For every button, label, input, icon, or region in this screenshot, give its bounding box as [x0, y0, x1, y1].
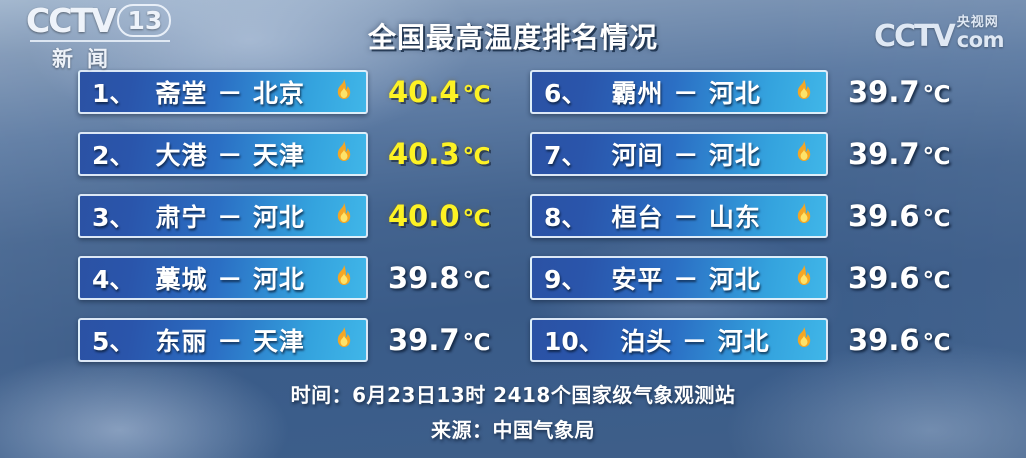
temperature-value: 39.7 ℃ — [848, 137, 950, 171]
rank-number: 6、 — [544, 79, 587, 108]
rank-number: 2、 — [92, 141, 135, 170]
table-row: 6、 霸州 － 河北 39.7 ℃ — [530, 69, 950, 115]
location-label: 霸州 － 河北 — [611, 79, 761, 108]
ranking-table: 1、 斋堂 － 北京 40.4 ℃ 2、 大港 － 天津 40.3 ℃ — [0, 69, 1026, 362]
temperature-unit: ℃ — [922, 330, 951, 356]
fire-icon — [792, 326, 816, 354]
location-label: 泊头 － 河北 — [620, 327, 770, 356]
temperature-value: 39.6 ℃ — [848, 261, 950, 295]
location-label: 东丽 － 天津 — [155, 327, 305, 356]
fire-icon — [792, 202, 816, 230]
cctv13-logo-row: CCTV 13 — [26, 4, 216, 38]
rank-number: 10、 — [544, 327, 604, 356]
temperature-value: 39.7 ℃ — [388, 323, 490, 357]
fire-icon — [792, 78, 816, 106]
cctv-watermark-domain: com — [956, 28, 1005, 52]
temperature-number: 39.6 — [848, 261, 920, 295]
rank-number: 7、 — [544, 141, 587, 170]
cctv-com-watermark: CCTV 央视网 com — [874, 8, 1004, 52]
footer-source: 来源：中国气象局 — [431, 418, 595, 442]
rank-number: 4、 — [92, 265, 135, 294]
table-row: 9、 安平 － 河北 39.6 ℃ — [530, 255, 950, 301]
temperature-unit: ℃ — [462, 268, 491, 294]
rank-number: 9、 — [544, 265, 587, 294]
rank-badge: 2、 大港 － 天津 — [78, 132, 368, 176]
rank-number: 3、 — [92, 203, 135, 232]
rank-badge: 1、 斋堂 － 北京 — [78, 70, 368, 114]
temperature-number: 39.7 — [848, 75, 920, 109]
rank-badge: 6、 霸州 － 河北 — [530, 70, 828, 114]
table-row: 4、 藁城 － 河北 39.8 ℃ — [78, 255, 490, 301]
cctv-watermark-cn-name: 央视网 — [956, 15, 999, 30]
table-row: 1、 斋堂 － 北京 40.4 ℃ — [78, 69, 490, 115]
table-row: 3、 肃宁 － 河北 40.0 ℃ — [78, 193, 490, 239]
temperature-value: 39.6 ℃ — [848, 199, 950, 233]
rank-number: 1、 — [92, 79, 135, 108]
table-row: 5、 东丽 － 天津 39.7 ℃ — [78, 317, 490, 363]
rank-number: 8、 — [544, 203, 587, 232]
page-title: 全国最高温度排名情况 — [367, 21, 658, 54]
location-label: 斋堂 － 北京 — [155, 79, 305, 108]
temperature-unit: ℃ — [922, 268, 951, 294]
rank-badge: 10、 泊头 － 河北 — [530, 318, 828, 362]
location-label: 安平 － 河北 — [611, 265, 761, 294]
rank-number: 5、 — [92, 327, 135, 356]
fire-icon — [332, 264, 356, 292]
temperature-number: 39.6 — [848, 323, 920, 357]
table-row: 7、 河间 － 河北 39.7 ℃ — [530, 131, 950, 177]
channel-number-badge: 13 — [116, 4, 172, 37]
temperature-value: 40.4 ℃ — [388, 75, 490, 109]
temperature-unit: ℃ — [462, 82, 491, 108]
table-row: 10、 泊头 － 河北 39.6 ℃ — [530, 317, 950, 363]
temperature-number: 39.7 — [848, 137, 920, 171]
temperature-unit: ℃ — [462, 330, 491, 356]
temperature-number: 40.3 — [388, 137, 460, 171]
logo-underline-rule — [30, 40, 170, 42]
rank-badge: 4、 藁城 － 河北 — [78, 256, 368, 300]
rank-badge: 7、 河间 － 河北 — [530, 132, 828, 176]
location-label: 桓台 － 山东 — [611, 203, 761, 232]
temperature-number: 40.0 — [388, 199, 460, 233]
cctv-watermark-stack: 央视网 com — [956, 15, 1005, 52]
fire-icon — [332, 326, 356, 354]
temperature-number: 39.8 — [388, 261, 460, 295]
cctv-watermark-wordmark: CCTV — [874, 19, 956, 54]
fire-icon — [332, 78, 356, 106]
table-row: 8、 桓台 － 山东 39.6 ℃ — [530, 193, 950, 239]
footer-time-stations: 时间：6月23日13时 2418个国家级气象观测站 — [290, 383, 736, 407]
fire-icon — [792, 264, 816, 292]
rank-badge: 9、 安平 － 河北 — [530, 256, 828, 300]
rank-badge: 3、 肃宁 － 河北 — [78, 194, 368, 238]
temperature-unit: ℃ — [922, 82, 951, 108]
fire-icon — [332, 202, 356, 230]
temperature-unit: ℃ — [462, 206, 491, 232]
cctv-wordmark: CCTV — [26, 1, 116, 40]
table-row: 2、 大港 － 天津 40.3 ℃ — [78, 131, 490, 177]
temperature-number: 39.7 — [388, 323, 460, 357]
temperature-number: 39.6 — [848, 199, 920, 233]
temperature-value: 39.6 ℃ — [848, 323, 950, 357]
cctv13-channel-logo: CCTV 13 新闻 — [26, 4, 216, 71]
temperature-number: 40.4 — [388, 75, 460, 109]
temperature-unit: ℃ — [922, 206, 951, 232]
location-label: 肃宁 － 河北 — [155, 203, 305, 232]
fire-icon — [792, 140, 816, 168]
ranking-column-left: 1、 斋堂 － 北京 40.4 ℃ 2、 大港 － 天津 40.3 ℃ — [78, 69, 490, 379]
temperature-value: 39.8 ℃ — [388, 261, 490, 295]
channel-subtitle: 新闻 — [52, 47, 122, 71]
rank-badge: 5、 东丽 － 天津 — [78, 318, 368, 362]
fire-icon — [332, 140, 356, 168]
ranking-column-right: 6、 霸州 － 河北 39.7 ℃ 7、 河间 － 河北 39.7 ℃ — [530, 69, 950, 379]
location-label: 藁城 － 河北 — [155, 265, 305, 294]
temperature-value: 40.0 ℃ — [388, 199, 490, 233]
location-label: 大港 － 天津 — [155, 141, 305, 170]
temperature-value: 39.7 ℃ — [848, 75, 950, 109]
temperature-value: 40.3 ℃ — [388, 137, 490, 171]
temperature-unit: ℃ — [462, 144, 491, 170]
temperature-unit: ℃ — [922, 144, 951, 170]
rank-badge: 8、 桓台 － 山东 — [530, 194, 828, 238]
location-label: 河间 － 河北 — [611, 141, 761, 170]
